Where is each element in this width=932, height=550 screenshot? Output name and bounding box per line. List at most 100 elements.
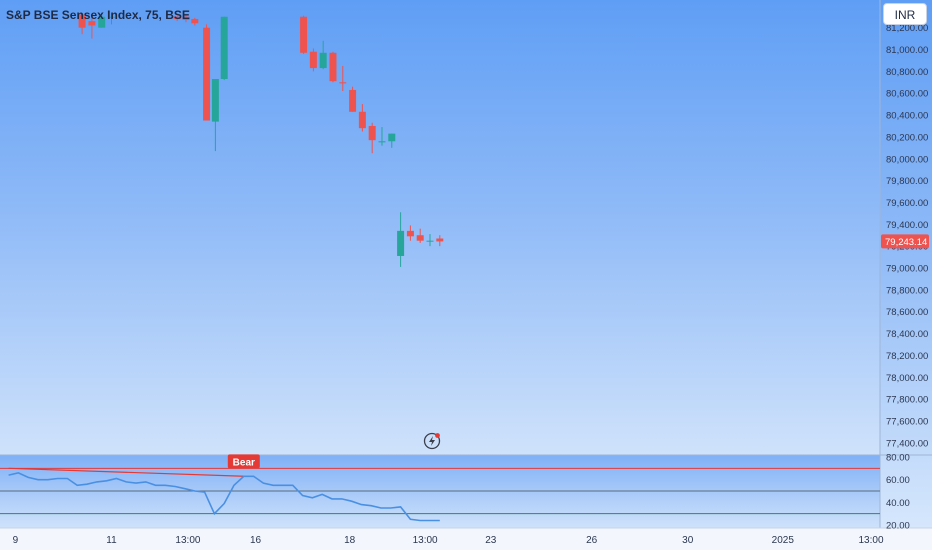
- oscillator-tick-label: 40.00: [886, 498, 910, 509]
- price-tick-label: 79,000.00: [886, 264, 928, 275]
- candle-body: [368, 125, 376, 141]
- candle-down[interactable]: [309, 48, 317, 72]
- price-tick-label: 81,000.00: [886, 45, 928, 56]
- candles-group: [78, 13, 444, 267]
- replay-icon-ring: [423, 432, 441, 450]
- candle-body: [203, 27, 211, 121]
- candle-body: [339, 82, 347, 84]
- candle-up[interactable]: [397, 212, 405, 267]
- candle-up[interactable]: [378, 127, 386, 146]
- oscillator-tick-label: 80.00: [886, 453, 910, 464]
- candle-body: [108, 16, 115, 18]
- price-tick-label: 78,000.00: [886, 373, 928, 384]
- candle-down[interactable]: [300, 15, 308, 54]
- candle-up[interactable]: [426, 234, 434, 247]
- time-tick-label: 11: [106, 535, 117, 546]
- price-scale[interactable]: [880, 0, 932, 528]
- candle-body: [397, 230, 405, 256]
- candle-body: [378, 141, 386, 143]
- currency-button[interactable]: INR: [883, 3, 927, 25]
- candle-body: [300, 16, 308, 53]
- time-tick-label: 9: [13, 535, 19, 546]
- time-tick-label: 13:00: [175, 535, 200, 546]
- candle-down[interactable]: [173, 15, 181, 22]
- candle-body: [349, 89, 357, 112]
- price-tick-label: 80,800.00: [886, 67, 928, 78]
- last-price-badge: [881, 234, 929, 249]
- candle-up[interactable]: [98, 14, 106, 28]
- price-tick-label: 77,800.00: [886, 395, 928, 406]
- candle-down[interactable]: [329, 51, 337, 83]
- candle-body: [358, 111, 366, 129]
- price-tick-label: 78,400.00: [886, 329, 928, 340]
- time-tick-label: 30: [682, 535, 694, 546]
- candle-down[interactable]: [436, 235, 444, 247]
- price-tick-label: 78,800.00: [886, 285, 928, 296]
- candle-down[interactable]: [339, 65, 347, 92]
- price-tick-label: 78,200.00: [886, 351, 928, 362]
- candle-down[interactable]: [203, 24, 211, 121]
- candle-down[interactable]: [358, 104, 366, 132]
- candle-body: [309, 51, 317, 69]
- candle-body: [426, 240, 434, 242]
- candle-down[interactable]: [78, 13, 86, 35]
- candle-down[interactable]: [416, 228, 424, 243]
- time-tick-label: 16: [250, 535, 262, 546]
- candle-body: [98, 16, 106, 28]
- candle-body: [173, 16, 181, 19]
- price-tick-label: 77,400.00: [886, 438, 928, 449]
- price-tick-label: 77,600.00: [886, 416, 928, 427]
- bear-signal-text: Bear: [233, 457, 255, 468]
- last-price-label: 79,243.14: [885, 237, 927, 248]
- time-axis[interactable]: [0, 528, 932, 550]
- time-tick-label: 13:00: [413, 535, 438, 546]
- oscillator-line[interactable]: [8, 472, 440, 522]
- oscillator-tick-label: 20.00: [886, 521, 910, 532]
- replay-icon-bolt: [429, 436, 435, 446]
- candle-down[interactable]: [349, 86, 357, 112]
- candle-body: [88, 21, 96, 26]
- price-tick-label: 80,000.00: [886, 154, 928, 165]
- candle-body: [319, 52, 327, 69]
- price-tick-label: 80,600.00: [886, 89, 928, 100]
- price-tick-label: 80,400.00: [886, 111, 928, 122]
- candle-down[interactable]: [182, 15, 190, 23]
- time-tick-label: 23: [485, 535, 497, 546]
- candle-down[interactable]: [406, 225, 414, 241]
- candle-body: [329, 52, 337, 82]
- price-tick-label: 79,400.00: [886, 220, 928, 231]
- price-tick-label: 79,800.00: [886, 176, 928, 187]
- symbol-title[interactable]: S&P BSE Sensex Index, 75, BSE: [6, 8, 190, 22]
- candle-body: [191, 18, 199, 24]
- candle-up[interactable]: [388, 133, 396, 148]
- candle-down[interactable]: [191, 17, 199, 26]
- candle-down[interactable]: [88, 15, 96, 39]
- candle-down[interactable]: [368, 122, 376, 154]
- candle-body: [388, 133, 396, 142]
- time-tick-label: 13:00: [858, 535, 883, 546]
- lightning-replay-icon[interactable]: [423, 432, 441, 450]
- candle-up[interactable]: [319, 40, 327, 70]
- candle-body: [406, 230, 414, 237]
- candle-body: [182, 16, 190, 21]
- candle-body: [211, 78, 219, 122]
- time-tick-label: 18: [344, 535, 356, 546]
- bear-signal-bg: [227, 454, 260, 469]
- divergence-line: [8, 467, 244, 477]
- candle-up[interactable]: [211, 78, 219, 152]
- main-chart-pane[interactable]: [0, 0, 880, 455]
- price-tick-label: 78,600.00: [886, 307, 928, 318]
- candle-body: [436, 238, 444, 242]
- candle-up[interactable]: [220, 16, 228, 81]
- candle-body: [220, 16, 228, 79]
- oscillator-tick-label: 60.00: [886, 475, 910, 486]
- candle-body: [416, 235, 424, 241]
- candle-body: [78, 14, 86, 28]
- time-tick-label: 2025: [772, 535, 795, 546]
- price-tick-label: 79,600.00: [886, 198, 928, 209]
- candle-up[interactable]: [108, 13, 115, 25]
- bear-signal-label[interactable]: Bear: [227, 454, 260, 469]
- price-tick-label: 81,200.00: [886, 23, 928, 34]
- time-tick-label: 26: [586, 535, 598, 546]
